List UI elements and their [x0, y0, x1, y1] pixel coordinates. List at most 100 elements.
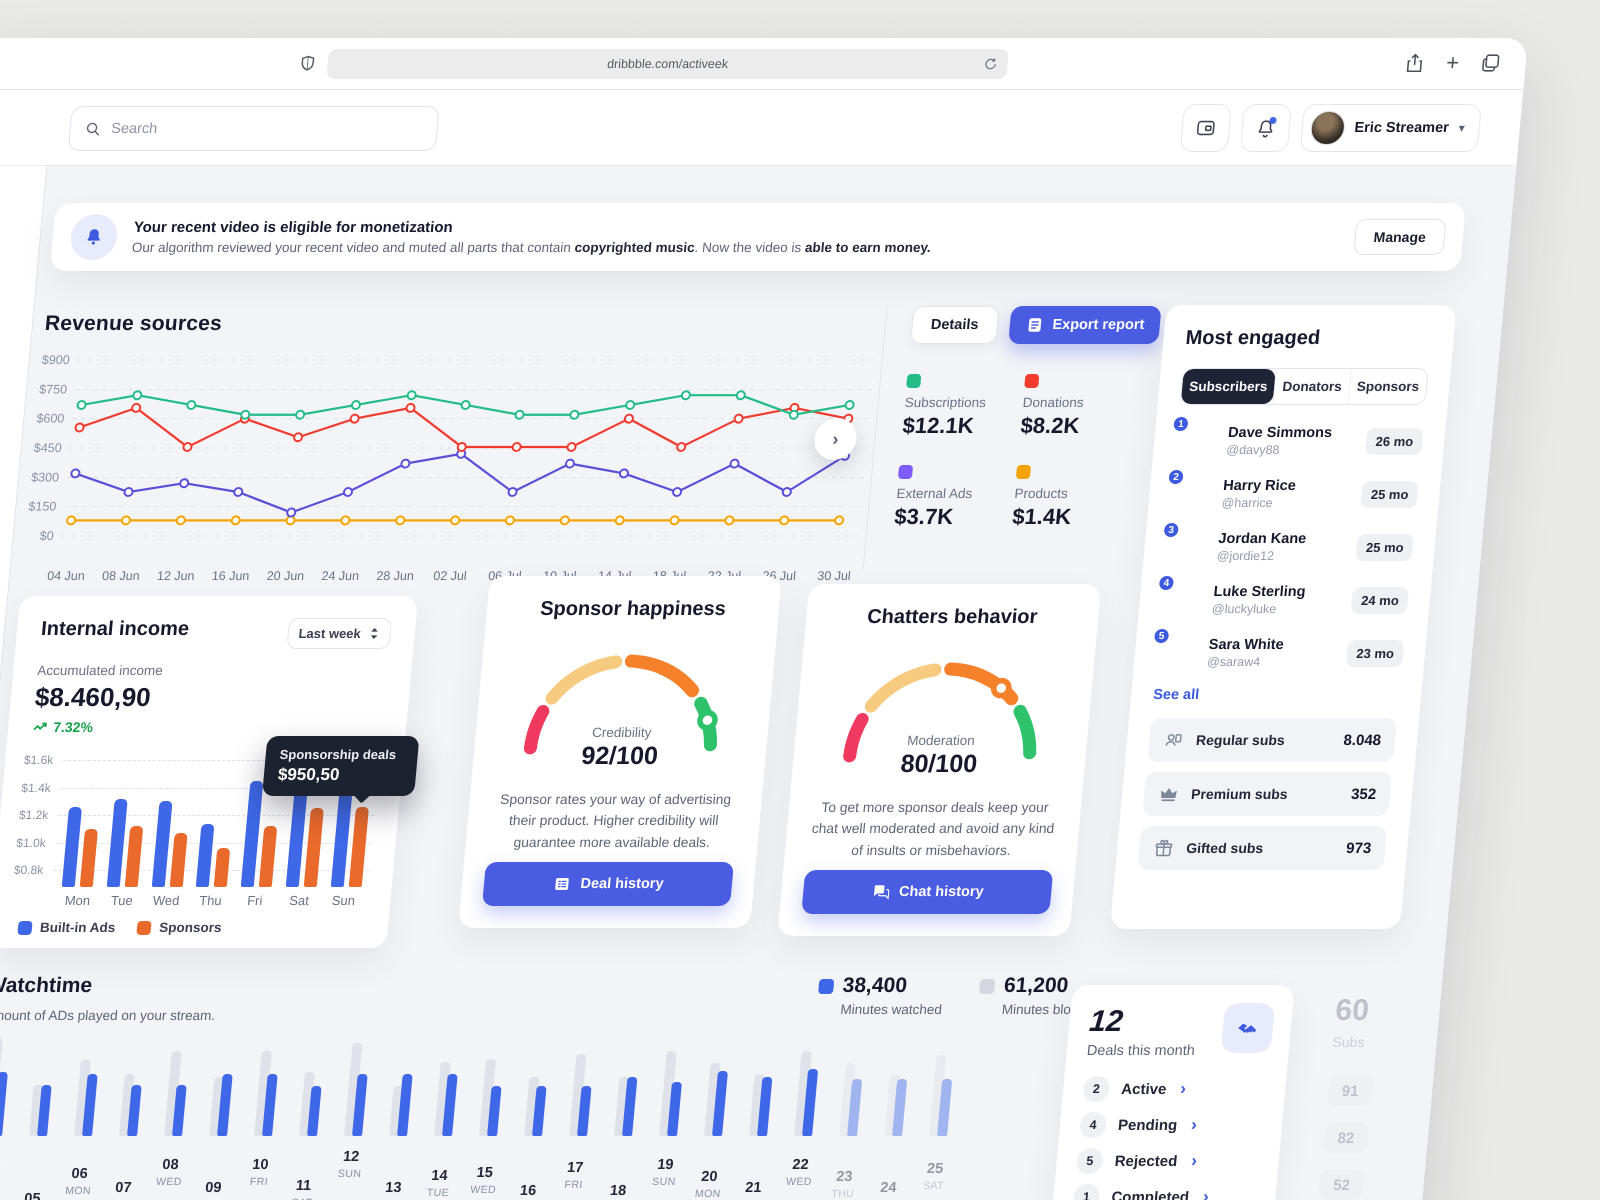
watchtime-bar-group[interactable]: 25 SAT [923, 1055, 954, 1192]
tab-sponsors[interactable]: Sponsors [1347, 369, 1428, 404]
deal-row-rejected[interactable]: 5 Rejected › [1075, 1147, 1261, 1175]
revenue-side-panel: Details Export report Subscriptions $12.1… [862, 306, 1217, 571]
trend-up-icon [33, 722, 47, 731]
watchtime-bar-group[interactable]: 09THU [200, 1074, 233, 1200]
period-dropdown[interactable]: Last week [286, 618, 393, 649]
watchtime-bar-group[interactable]: 23 THU [831, 1063, 864, 1200]
credibility-gauge [502, 639, 746, 776]
watchtime-bar-group[interactable]: 17 FRI [564, 1053, 594, 1191]
watchtime-bar-group[interactable]: 13MON [378, 1074, 413, 1200]
tab-donators[interactable]: Donators [1272, 369, 1351, 404]
rank-badge: 3 [1161, 521, 1182, 539]
chatters-behavior-title: Chatters behavior [866, 606, 1039, 628]
watchtime-bar-group[interactable]: 22 WED [786, 1050, 820, 1188]
watchtime-bar-group[interactable]: 11SAT [291, 1072, 323, 1200]
wallet-button[interactable] [1179, 104, 1232, 152]
watchtime-bar-group[interactable]: 08 WED [156, 1050, 190, 1188]
income-bar-group[interactable] [106, 798, 146, 887]
svg-text:02 Jul: 02 Jul [433, 569, 468, 583]
watchtime-bar-group[interactable]: 12 SUN [337, 1043, 370, 1180]
engaged-user-row[interactable]: 3 Jordan Kane @jordie12 25 mo [1161, 521, 1415, 567]
accumulated-value: $8.460,90 [33, 682, 153, 712]
svg-text:08 Jun: 08 Jun [102, 569, 141, 583]
deals-card: 12 Deals this month 2 Active › 4 Pending › 5… [1043, 985, 1295, 1200]
deal-row-pending[interactable]: 4 Pending › [1078, 1111, 1264, 1139]
income-bar-group[interactable] [61, 806, 100, 887]
engaged-user-row[interactable]: 1 Dave Simmons @davy88 26 mo [1171, 415, 1425, 461]
legend-item: Donations $8.2K [1020, 374, 1136, 439]
manage-button[interactable]: Manage [1353, 219, 1447, 255]
income-day-labels: Mon Tue Wed Thu Fri Sat Sun [64, 893, 356, 908]
watchtime-bar-group[interactable]: 10 FRI [249, 1050, 280, 1188]
chevron-right-icon: › [831, 428, 840, 449]
see-all-link[interactable]: See all [1152, 687, 1200, 703]
engaged-user-row[interactable]: 2 Harry Rice @harrice 25 mo [1166, 468, 1420, 514]
rank-badge: 4 [1156, 574, 1177, 592]
rank-badge: 5 [1151, 627, 1172, 645]
tabs-icon[interactable] [1479, 52, 1503, 74]
svg-text:24 Jun: 24 Jun [321, 569, 360, 583]
dashboard-page: Your recent video is eligible for moneti… [0, 166, 1517, 1200]
svg-text:16 Jun: 16 Jun [211, 569, 250, 583]
chatters-behavior-card: Chatters behavior Moderation 80/100 To g… [777, 584, 1102, 936]
income-legend-item: Sponsors [136, 920, 222, 935]
income-bar-group[interactable] [151, 801, 190, 887]
notifications-button[interactable] [1239, 104, 1292, 152]
watchtime-bar-group[interactable]: 14 TUE [426, 1061, 459, 1199]
income-legend-item: Built-in Ads [17, 920, 116, 935]
partial-stats-panel: 60 Subs 91825238 [1314, 994, 1427, 1200]
watchtime-bar-group[interactable]: 07TUE [110, 1074, 143, 1200]
export-report-button[interactable]: Export report [1007, 306, 1163, 344]
watchtime-bar-group[interactable]: 19 SUN [652, 1050, 685, 1188]
most-engaged-list: 1 Dave Simmons @davy88 26 mo 2 Harry Rice… [1151, 415, 1425, 673]
sponsor-happiness-description: Sponsor rates your way of advertising th… [499, 792, 732, 850]
legend-item: Subscriptions $12.1K [902, 374, 1026, 439]
watchtime-bar-group[interactable]: 21TUE [740, 1074, 773, 1200]
search-input[interactable] [67, 106, 440, 151]
most-engaged-card: Most engaged Subscribers Donators Sponsors… [1109, 305, 1457, 929]
watchtime-bar-group[interactable]: 16THU [519, 1077, 547, 1199]
engaged-user-row[interactable]: 5 Sara White @saraw4 23 mo [1151, 627, 1405, 673]
reload-icon[interactable] [982, 56, 999, 72]
watchtime-bar-group[interactable]: 05SUN [24, 1084, 52, 1200]
new-tab-icon[interactable]: + [1445, 50, 1461, 75]
watchtime-bar-group[interactable]: 18SAT [609, 1077, 638, 1199]
revenue-line-chart: $0 $150 $300 $450 $600 $750 $900 04 Jun 08 Jun 12… [11, 344, 895, 604]
legend-item: External Ads $3.7K [893, 465, 1017, 530]
credibility-label: Credibility [591, 725, 653, 740]
watchtime-bar-group[interactable]: 20 MON [694, 1063, 729, 1200]
share-icon[interactable] [1403, 52, 1427, 74]
income-bar-group[interactable] [330, 787, 371, 887]
moderation-gauge [821, 647, 1065, 784]
chevron-right-icon: › [1202, 1187, 1210, 1200]
income-bar-group[interactable] [285, 790, 326, 887]
privacy-shield-icon [297, 54, 319, 74]
income-bar-group[interactable] [196, 823, 233, 887]
watchtime-bar-group[interactable]: 24FRI [877, 1074, 908, 1200]
search-field[interactable] [110, 120, 424, 137]
income-bar-group[interactable] [241, 780, 282, 887]
deal-row-completed[interactable]: 1 Completed › [1072, 1183, 1257, 1200]
watchtime-bar-group[interactable]: 15 WED [470, 1058, 504, 1196]
income-legend: Built-in Ads Sponsors [17, 920, 364, 935]
watchtime-title: Watchtime [0, 974, 94, 997]
app-header: Eric Streamer ▾ [0, 90, 1524, 166]
chevron-down-icon: ▾ [1458, 121, 1466, 135]
monetization-banner: Your recent video is eligible for moneti… [49, 203, 1466, 271]
most-engaged-tabs: Subscribers Donators Sponsors [1179, 368, 1429, 405]
tab-subscribers[interactable]: Subscribers [1180, 369, 1277, 404]
watchtime-bar-group[interactable]: 06 MON [65, 1060, 99, 1197]
duration-chip: 23 mo [1346, 639, 1405, 667]
deal-row-active[interactable]: 2 Active › [1082, 1075, 1267, 1103]
partial-value: 60 [1333, 994, 1371, 1027]
deal-history-button[interactable]: Deal history [482, 862, 735, 906]
chat-history-button[interactable]: Chat history [801, 870, 1054, 914]
banner-title: Your recent video is eligible for moneti… [132, 219, 454, 236]
watchtime-bar-group[interactable]: 04SAT [0, 1036, 11, 1174]
moderation-label: Moderation [906, 733, 976, 748]
engaged-user-row[interactable]: 4 Luke Sterling @luckyluke 24 mo [1156, 574, 1410, 620]
deals-list: 2 Active › 4 Pending › 5 Rejected › 1 Completed… [1072, 1075, 1266, 1200]
url-bar[interactable]: dribbble.com/activeek [326, 49, 1009, 79]
details-button[interactable]: Details [910, 306, 1000, 344]
profile-menu[interactable]: Eric Streamer ▾ [1299, 104, 1482, 152]
